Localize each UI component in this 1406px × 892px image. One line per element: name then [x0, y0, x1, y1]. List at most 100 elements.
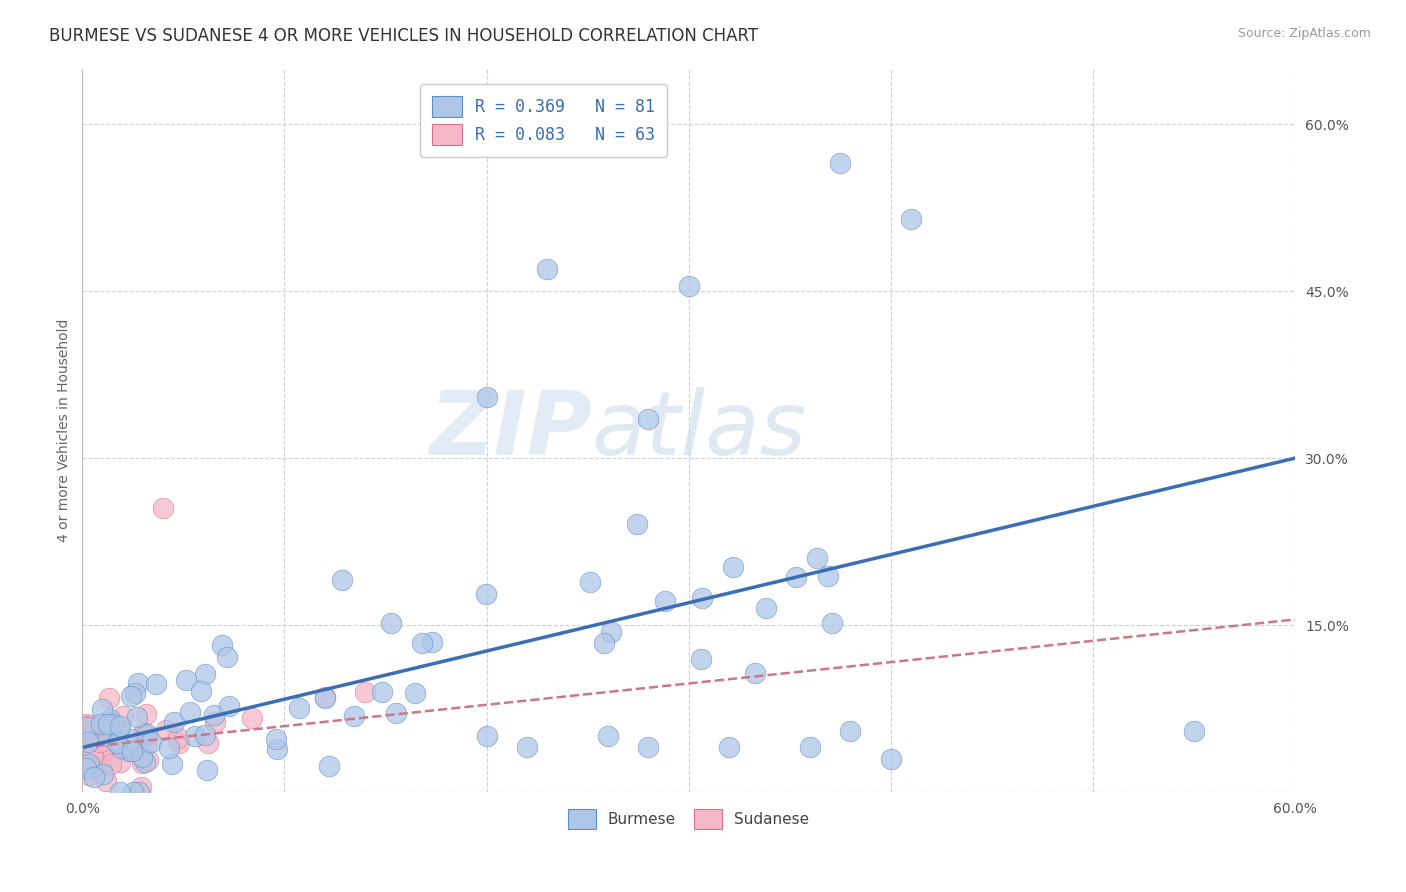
Point: [110, 741, 132, 756]
Point: [160, 756, 183, 771]
Point: [132, 726, 155, 740]
Point: [197, 736, 219, 750]
Point: [75, 730, 97, 744]
Point: [174, 673, 197, 687]
Point: [371, 685, 394, 699]
Point: [318, 759, 340, 773]
Point: [900, 211, 922, 226]
Point: [77, 748, 100, 763]
Point: [121, 744, 143, 758]
Point: [1182, 723, 1205, 738]
Point: [136, 753, 159, 767]
Point: [516, 740, 538, 755]
Point: [80, 727, 103, 741]
Point: [167, 736, 190, 750]
Point: [129, 780, 152, 795]
Point: [596, 729, 619, 743]
Point: [179, 705, 201, 719]
Point: [96, 726, 118, 740]
Point: [97, 729, 120, 743]
Point: [135, 706, 157, 721]
Point: [131, 756, 153, 771]
Text: atlas: atlas: [592, 387, 807, 474]
Point: [108, 738, 131, 752]
Point: [821, 616, 844, 631]
Point: [80, 718, 103, 732]
Text: Source: ZipAtlas.com: Source: ZipAtlas.com: [1237, 27, 1371, 40]
Point: [755, 600, 778, 615]
Point: [152, 501, 174, 516]
Point: [90, 759, 112, 773]
Point: [718, 740, 741, 755]
Point: [785, 570, 807, 584]
Point: [354, 685, 377, 699]
Point: [420, 635, 443, 649]
Point: [314, 690, 336, 705]
Point: [125, 741, 148, 756]
Point: [536, 261, 558, 276]
Point: [475, 587, 498, 601]
Point: [83, 770, 105, 784]
Point: [83, 763, 105, 777]
Point: [125, 710, 148, 724]
Point: [202, 708, 225, 723]
Text: ZIP: ZIP: [429, 387, 592, 474]
Point: [98, 690, 121, 705]
Point: [266, 742, 288, 756]
Point: [101, 716, 124, 731]
Point: [264, 731, 287, 746]
Point: [654, 594, 676, 608]
Point: [77, 756, 100, 771]
Point: [76, 735, 98, 749]
Point: [723, 559, 745, 574]
Point: [218, 699, 240, 714]
Point: [880, 751, 903, 765]
Point: [127, 676, 149, 690]
Point: [637, 740, 659, 755]
Point: [73, 756, 96, 771]
Point: [139, 735, 162, 749]
Point: [163, 714, 186, 729]
Point: [385, 706, 408, 720]
Point: [215, 650, 238, 665]
Point: [80, 746, 103, 760]
Point: [132, 727, 155, 741]
Point: [108, 722, 131, 736]
Point: [830, 156, 852, 170]
Point: [90, 744, 112, 758]
Point: [240, 711, 263, 725]
Point: [89, 733, 111, 747]
Point: [73, 759, 96, 773]
Legend: Burmese, Sudanese: Burmese, Sudanese: [562, 803, 815, 835]
Point: [111, 709, 134, 723]
Point: [411, 636, 433, 650]
Point: [167, 731, 190, 745]
Point: [799, 740, 821, 755]
Point: [93, 767, 115, 781]
Point: [124, 686, 146, 700]
Point: [100, 757, 122, 772]
Point: [475, 390, 498, 404]
Point: [73, 719, 96, 733]
Point: [343, 708, 366, 723]
Point: [330, 573, 353, 587]
Point: [82, 725, 104, 739]
Point: [107, 735, 129, 749]
Point: [82, 749, 104, 764]
Point: [183, 729, 205, 743]
Point: [128, 785, 150, 799]
Point: [75, 750, 97, 764]
Point: [94, 723, 117, 738]
Point: [690, 591, 713, 605]
Point: [120, 731, 142, 746]
Point: [404, 686, 426, 700]
Point: [592, 636, 614, 650]
Point: [744, 665, 766, 680]
Point: [98, 712, 121, 726]
Point: [195, 763, 218, 777]
Point: [96, 747, 118, 762]
Point: [97, 717, 120, 731]
Point: [100, 742, 122, 756]
Point: [637, 412, 659, 426]
Point: [100, 725, 122, 739]
